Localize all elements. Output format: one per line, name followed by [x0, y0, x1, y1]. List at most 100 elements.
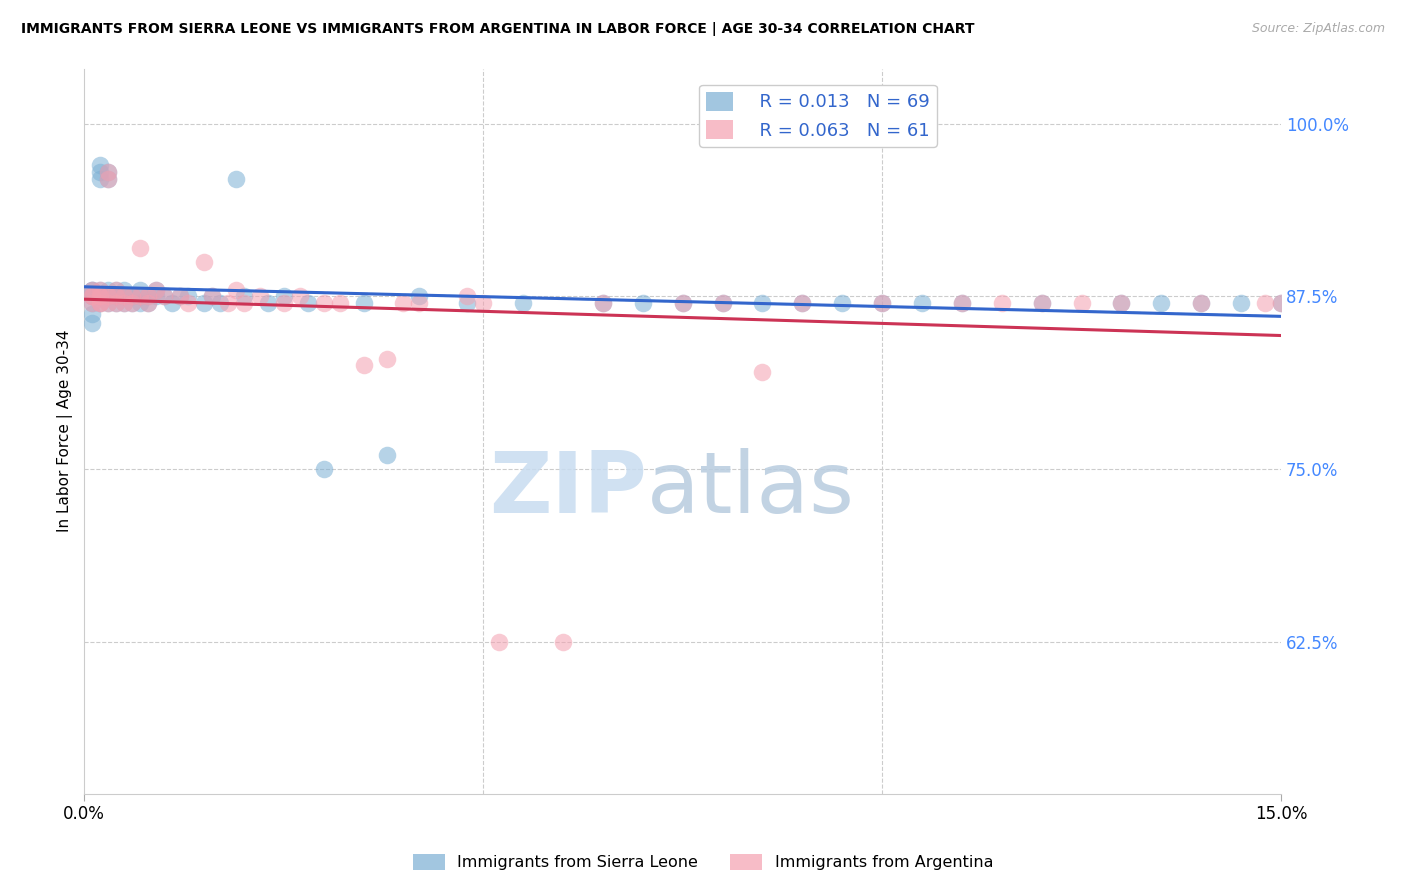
- Point: [136, 289, 159, 303]
- Point: [488, 634, 510, 648]
- Point: [82, 283, 104, 297]
- Point: [89, 165, 111, 179]
- Point: [136, 296, 159, 310]
- Point: [105, 296, 128, 310]
- Point: [249, 289, 271, 303]
- Point: [1270, 296, 1292, 310]
- Point: [225, 283, 247, 297]
- Point: [672, 296, 695, 310]
- Point: [377, 351, 399, 366]
- Point: [456, 289, 478, 303]
- Point: [112, 283, 135, 297]
- Point: [751, 365, 773, 379]
- Point: [1270, 296, 1292, 310]
- Point: [256, 296, 278, 310]
- Point: [129, 296, 152, 310]
- Point: [751, 296, 773, 310]
- Point: [112, 289, 135, 303]
- Point: [169, 289, 191, 303]
- Point: [711, 296, 734, 310]
- Point: [232, 289, 254, 303]
- Point: [870, 296, 893, 310]
- Legend: Immigrants from Sierra Leone, Immigrants from Argentina: Immigrants from Sierra Leone, Immigrants…: [406, 847, 1000, 877]
- Point: [711, 296, 734, 310]
- Point: [105, 289, 128, 303]
- Point: [105, 289, 128, 303]
- Point: [89, 296, 111, 310]
- Point: [1230, 296, 1253, 310]
- Point: [82, 316, 104, 330]
- Point: [112, 296, 135, 310]
- Point: [217, 296, 239, 310]
- Point: [97, 296, 120, 310]
- Point: [472, 296, 495, 310]
- Point: [1070, 296, 1092, 310]
- Point: [193, 296, 215, 310]
- Point: [97, 289, 120, 303]
- Point: [97, 296, 120, 310]
- Point: [145, 289, 167, 303]
- Point: [82, 296, 104, 310]
- Point: [1189, 296, 1212, 310]
- Point: [297, 296, 319, 310]
- Point: [792, 296, 814, 310]
- Point: [990, 296, 1012, 310]
- Point: [129, 289, 152, 303]
- Point: [121, 289, 143, 303]
- Point: [97, 289, 120, 303]
- Point: [97, 172, 120, 186]
- Point: [89, 158, 111, 172]
- Point: [353, 359, 375, 373]
- Point: [592, 296, 614, 310]
- Point: [329, 296, 352, 310]
- Point: [392, 296, 415, 310]
- Point: [232, 296, 254, 310]
- Point: [1254, 296, 1277, 310]
- Point: [136, 289, 159, 303]
- Point: [377, 448, 399, 462]
- Point: [105, 289, 128, 303]
- Point: [631, 296, 654, 310]
- Point: [82, 307, 104, 321]
- Point: [312, 462, 335, 476]
- Point: [105, 296, 128, 310]
- Point: [1111, 296, 1133, 310]
- Text: ZIP: ZIP: [489, 448, 647, 531]
- Point: [1031, 296, 1053, 310]
- Point: [82, 289, 104, 303]
- Point: [831, 296, 853, 310]
- Point: [105, 283, 128, 297]
- Point: [82, 289, 104, 303]
- Point: [82, 283, 104, 297]
- Point: [225, 172, 247, 186]
- Point: [89, 296, 111, 310]
- Point: [89, 283, 111, 297]
- Point: [89, 283, 111, 297]
- Point: [193, 255, 215, 269]
- Point: [592, 296, 614, 310]
- Point: [1031, 296, 1053, 310]
- Point: [89, 296, 111, 310]
- Point: [145, 283, 167, 297]
- Point: [145, 283, 167, 297]
- Point: [160, 296, 183, 310]
- Point: [105, 283, 128, 297]
- Point: [89, 172, 111, 186]
- Point: [112, 296, 135, 310]
- Point: [129, 289, 152, 303]
- Point: [551, 634, 574, 648]
- Point: [911, 296, 934, 310]
- Point: [177, 289, 200, 303]
- Point: [97, 165, 120, 179]
- Point: [121, 296, 143, 310]
- Point: [408, 289, 430, 303]
- Point: [169, 289, 191, 303]
- Point: [273, 289, 295, 303]
- Point: [129, 283, 152, 297]
- Text: Source: ZipAtlas.com: Source: ZipAtlas.com: [1251, 22, 1385, 36]
- Point: [89, 289, 111, 303]
- Point: [136, 296, 159, 310]
- Point: [288, 289, 311, 303]
- Point: [1189, 296, 1212, 310]
- Point: [950, 296, 973, 310]
